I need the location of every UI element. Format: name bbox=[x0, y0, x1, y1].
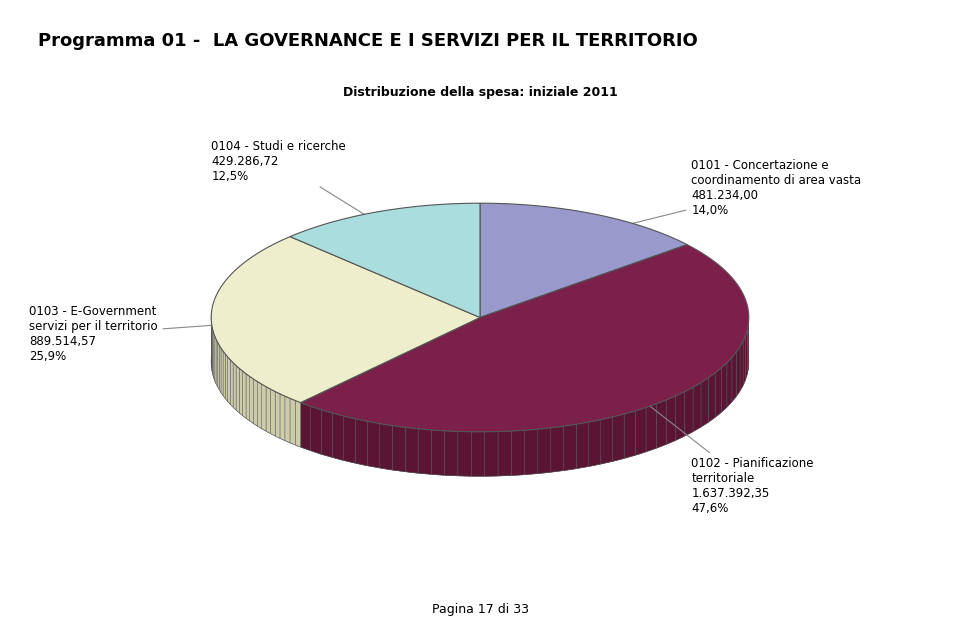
Text: Programma 01 -  LA GOVERNANCE E I SERVIZI PER IL TERRITORIO: Programma 01 - LA GOVERNANCE E I SERVIZI… bbox=[38, 32, 698, 50]
Polygon shape bbox=[736, 347, 740, 396]
Polygon shape bbox=[498, 431, 512, 476]
Polygon shape bbox=[740, 341, 743, 391]
Polygon shape bbox=[211, 237, 480, 403]
Polygon shape bbox=[693, 382, 701, 432]
Polygon shape bbox=[666, 396, 676, 444]
Text: 0103 - E-Government
servizi per il territorio
889.514,57
25,9%: 0103 - E-Government servizi per il terri… bbox=[29, 305, 289, 363]
Polygon shape bbox=[250, 377, 253, 424]
Polygon shape bbox=[300, 403, 311, 451]
Polygon shape bbox=[230, 360, 233, 407]
Polygon shape bbox=[253, 379, 257, 426]
Polygon shape bbox=[646, 404, 657, 452]
Polygon shape bbox=[322, 410, 332, 457]
Polygon shape bbox=[300, 244, 749, 432]
Polygon shape bbox=[228, 357, 230, 404]
Polygon shape bbox=[684, 387, 693, 436]
Polygon shape bbox=[708, 373, 715, 422]
Polygon shape bbox=[525, 429, 538, 474]
Text: 0102 - Pianificazione
territoriale
1.637.392,35
47,6%: 0102 - Pianificazione territoriale 1.637… bbox=[612, 377, 814, 515]
Polygon shape bbox=[276, 392, 280, 438]
Polygon shape bbox=[538, 428, 551, 474]
Polygon shape bbox=[218, 342, 219, 389]
Polygon shape bbox=[226, 354, 228, 401]
Polygon shape bbox=[564, 424, 576, 471]
Text: Pagina 17 di 33: Pagina 17 di 33 bbox=[431, 603, 529, 616]
Polygon shape bbox=[223, 351, 226, 398]
Polygon shape bbox=[431, 430, 444, 475]
Polygon shape bbox=[271, 389, 276, 436]
Polygon shape bbox=[266, 387, 271, 434]
Polygon shape bbox=[290, 398, 295, 445]
Polygon shape bbox=[236, 366, 239, 413]
Polygon shape bbox=[576, 422, 588, 469]
Polygon shape bbox=[657, 400, 666, 448]
Polygon shape bbox=[243, 371, 246, 418]
Polygon shape bbox=[715, 368, 721, 417]
Polygon shape bbox=[588, 420, 601, 467]
Polygon shape bbox=[285, 396, 290, 443]
Polygon shape bbox=[355, 419, 368, 465]
Polygon shape bbox=[458, 431, 471, 476]
Polygon shape bbox=[239, 368, 243, 415]
Polygon shape bbox=[368, 421, 380, 468]
Polygon shape bbox=[393, 425, 405, 472]
Polygon shape bbox=[311, 406, 322, 454]
Polygon shape bbox=[262, 384, 266, 431]
Polygon shape bbox=[221, 348, 223, 396]
Polygon shape bbox=[701, 378, 708, 427]
Text: Distribuzione della spesa: iniziale 2011: Distribuzione della spesa: iniziale 2011 bbox=[343, 86, 617, 98]
Polygon shape bbox=[551, 426, 564, 472]
Polygon shape bbox=[676, 392, 684, 440]
Polygon shape bbox=[512, 430, 525, 476]
Polygon shape bbox=[624, 411, 636, 458]
Polygon shape bbox=[444, 431, 458, 476]
Polygon shape bbox=[280, 394, 285, 441]
Polygon shape bbox=[215, 336, 216, 384]
Polygon shape bbox=[732, 352, 736, 402]
Polygon shape bbox=[612, 414, 624, 462]
Polygon shape bbox=[727, 358, 732, 407]
Polygon shape bbox=[216, 339, 218, 387]
Polygon shape bbox=[485, 432, 498, 476]
Polygon shape bbox=[405, 427, 419, 473]
Polygon shape bbox=[743, 335, 746, 385]
Polygon shape bbox=[219, 345, 221, 392]
Polygon shape bbox=[246, 374, 250, 421]
Polygon shape bbox=[480, 203, 687, 318]
Ellipse shape bbox=[211, 248, 749, 476]
Polygon shape bbox=[233, 363, 236, 410]
Polygon shape bbox=[471, 432, 485, 476]
Polygon shape bbox=[257, 382, 262, 429]
Polygon shape bbox=[746, 330, 747, 380]
Polygon shape bbox=[290, 203, 480, 318]
Polygon shape bbox=[332, 413, 344, 460]
Polygon shape bbox=[636, 408, 646, 455]
Polygon shape bbox=[214, 333, 215, 380]
Polygon shape bbox=[295, 401, 300, 447]
Text: 0104 - Studi e ricerche
429.286,72
12,5%: 0104 - Studi e ricerche 429.286,72 12,5% bbox=[211, 140, 400, 237]
Polygon shape bbox=[601, 417, 612, 464]
Polygon shape bbox=[344, 416, 355, 464]
Polygon shape bbox=[419, 429, 431, 474]
Polygon shape bbox=[721, 363, 727, 412]
Text: 0101 - Concertazione e
coordinamento di area vasta
481.234,00
14,0%: 0101 - Concertazione e coordinamento di … bbox=[568, 159, 861, 239]
Polygon shape bbox=[747, 324, 749, 374]
Polygon shape bbox=[380, 424, 393, 470]
